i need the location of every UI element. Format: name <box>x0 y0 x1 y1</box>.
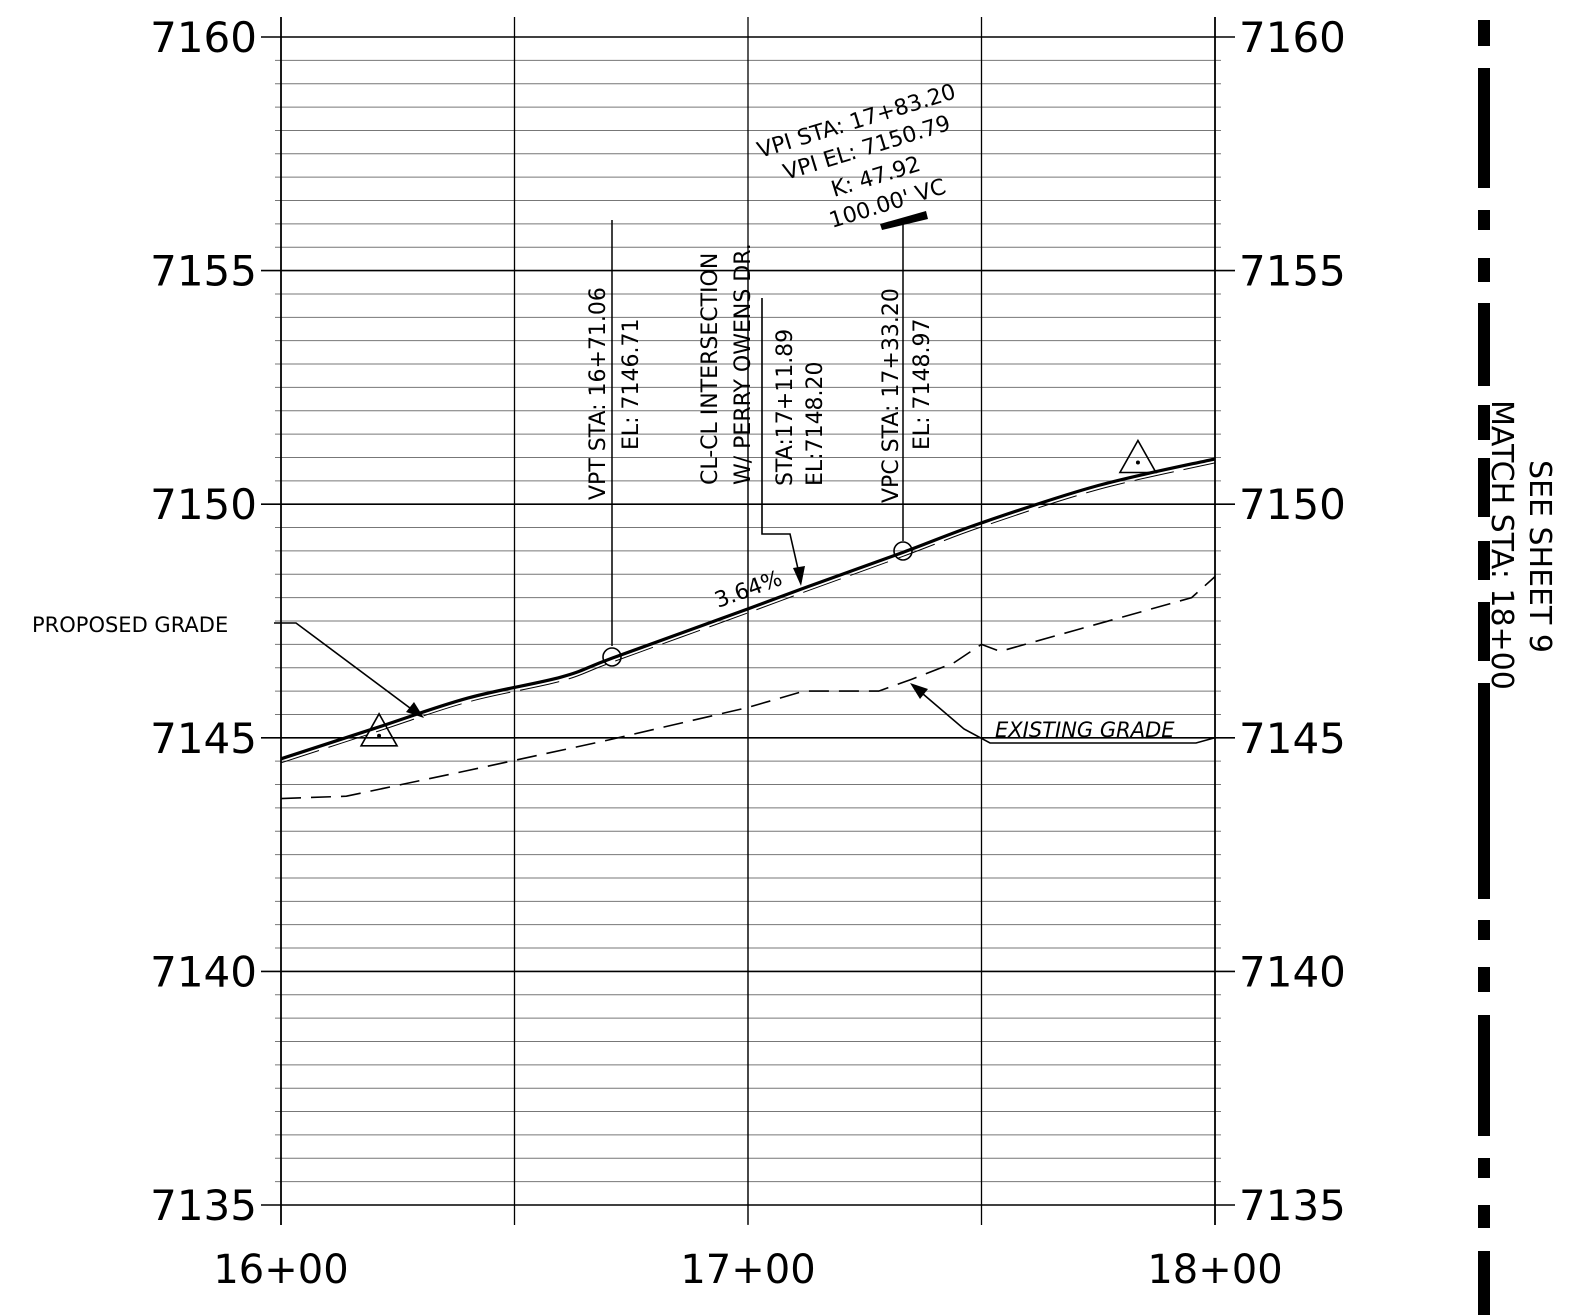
vpc-station-text: VPC STA: 17+33.20 <box>879 288 904 503</box>
intersection-callout: CL-CL INTERSECTION W/ PERRY OWENS DR. ST… <box>698 243 828 1224</box>
elevation-labels-right: 7135 7140 7145 7150 7155 7160 <box>1239 13 1346 1230</box>
proposed-grade-leader <box>274 622 419 715</box>
elevation-tick-label: 7160 <box>150 13 257 62</box>
elevation-labels-left: 7135 7140 7145 7150 7155 7160 <box>150 13 257 1230</box>
vpc-elevation-text: EL: 7148.97 <box>910 318 935 450</box>
vpt-point-marker <box>602 647 622 667</box>
match-line-dash <box>1478 1158 1490 1178</box>
existing-grade-line <box>280 576 1216 800</box>
elevation-tick-label: 7150 <box>150 480 257 529</box>
benchmark-triangle <box>1118 438 1158 474</box>
intersection-arrowhead <box>793 566 805 586</box>
intersection-line1-text: CL-CL INTERSECTION <box>698 253 723 485</box>
elevation-tick-label: 7135 <box>1239 1181 1346 1230</box>
match-line-dash <box>1478 920 1490 940</box>
match-line-dash <box>1478 1251 1490 1315</box>
benchmark-dot <box>1135 460 1140 465</box>
vpi-callout: VPI STA: 17+83.20 VPI EL: 7150.79 K: 47.… <box>754 80 958 234</box>
vpt-station-text: VPT STA: 16+71.06 <box>586 287 611 500</box>
proposed-grade-offset-line <box>280 462 1216 764</box>
match-line-dash <box>1478 258 1490 282</box>
elevation-tick-label: 7160 <box>1239 13 1346 62</box>
match-line-dash <box>1478 541 1490 580</box>
match-line-dash <box>1478 1205 1490 1228</box>
match-line-dash <box>1478 405 1490 440</box>
benchmark-triangle <box>359 712 399 747</box>
match-sheet-text: SEE SHEET 9 <box>1522 460 1557 653</box>
intersection-elevation-text: EL:7148.20 <box>803 361 828 486</box>
match-line-dash <box>1478 778 1490 899</box>
vpi-vc-bar <box>880 211 928 230</box>
match-station-text: MATCH STA: 18+00 <box>1484 400 1519 690</box>
elevation-tick-label: 7140 <box>1239 947 1346 996</box>
match-line-dash <box>1478 303 1490 386</box>
vpc-callout: VPC STA: 17+33.20 EL: 7148.97 <box>879 220 935 561</box>
station-tick-label: 16+00 <box>213 1247 348 1293</box>
match-line: MATCH STA: 18+00 SEE SHEET 9 <box>1478 20 1557 1315</box>
vpt-callout: VPT STA: 16+71.06 EL: 7146.71 <box>586 220 644 667</box>
station-labels: 16+00 17+00 18+00 <box>213 1247 1282 1293</box>
intersection-line2-text: W/ PERRY OWENS DR. <box>731 243 756 485</box>
existing-grade-leader <box>915 687 1215 744</box>
elevation-tick-label: 7155 <box>1239 247 1346 296</box>
elevation-tick-label: 7145 <box>150 714 257 763</box>
match-line-dash <box>1478 210 1490 230</box>
match-line-dash <box>1478 68 1490 188</box>
elevation-tick-label: 7150 <box>1239 480 1346 529</box>
benchmark-markers <box>359 438 1158 747</box>
existing-grade-arrowhead <box>910 683 928 699</box>
vpt-elevation-text: EL: 7146.71 <box>619 318 644 450</box>
elevation-tick-label: 7155 <box>150 247 257 296</box>
elevation-tick-label: 7140 <box>150 947 257 996</box>
existing-grade-label: EXISTING GRADE <box>995 718 1175 742</box>
intersection-leader <box>761 298 802 583</box>
vpc-point-marker <box>893 541 913 561</box>
existing-grade-callout: EXISTING GRADE <box>910 683 1215 744</box>
match-line-dash <box>1478 683 1490 778</box>
proposed-grade-callout: PROPOSED GRADE <box>32 613 424 718</box>
station-tick-label: 18+00 <box>1147 1247 1282 1293</box>
elevation-tick-label: 7135 <box>150 1181 257 1230</box>
benchmark-dot <box>377 733 382 738</box>
match-line-dash <box>1478 602 1490 661</box>
match-line-dashes <box>1478 20 1490 1315</box>
proposed-grade-label: PROPOSED GRADE <box>32 613 228 637</box>
match-line-dash <box>1478 20 1490 46</box>
match-line-dash <box>1478 967 1490 992</box>
match-line-dash <box>1478 458 1490 517</box>
proposed-grade-arrowhead <box>406 702 424 718</box>
intersection-station-text: STA:17+11.89 <box>773 329 798 486</box>
elevation-tick-label: 7145 <box>1239 714 1346 763</box>
match-line-dash <box>1478 1015 1490 1136</box>
station-tick-label: 17+00 <box>680 1247 815 1293</box>
